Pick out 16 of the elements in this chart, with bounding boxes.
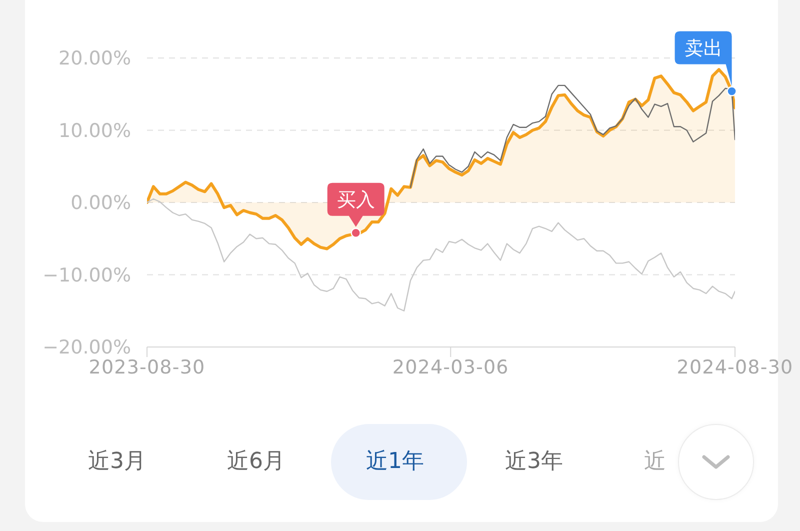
x-tick-label: 2024-08-30 <box>676 356 794 378</box>
text: 近1年 <box>366 448 424 476</box>
annotation: 卖出 <box>684 38 722 60</box>
y-tick-label: −10.00% <box>42 264 131 286</box>
x-tick-label: 2024-03-06 <box>392 356 509 378</box>
y-tick-label: −20.00% <box>42 336 131 359</box>
y-tick-label: 20.00% <box>58 48 131 70</box>
text: 近3年 <box>505 448 563 476</box>
x-tick-label: 2023-08-30 <box>88 356 206 378</box>
line-series <box>410 84 735 188</box>
y-tick-label: 0.00% <box>70 192 131 214</box>
text: 近 <box>644 448 666 476</box>
annotation: 买入 <box>336 189 375 212</box>
text: 近6月 <box>227 448 285 476</box>
y-tick-label: 10.00% <box>58 120 131 142</box>
text: 近3月 <box>88 448 146 476</box>
